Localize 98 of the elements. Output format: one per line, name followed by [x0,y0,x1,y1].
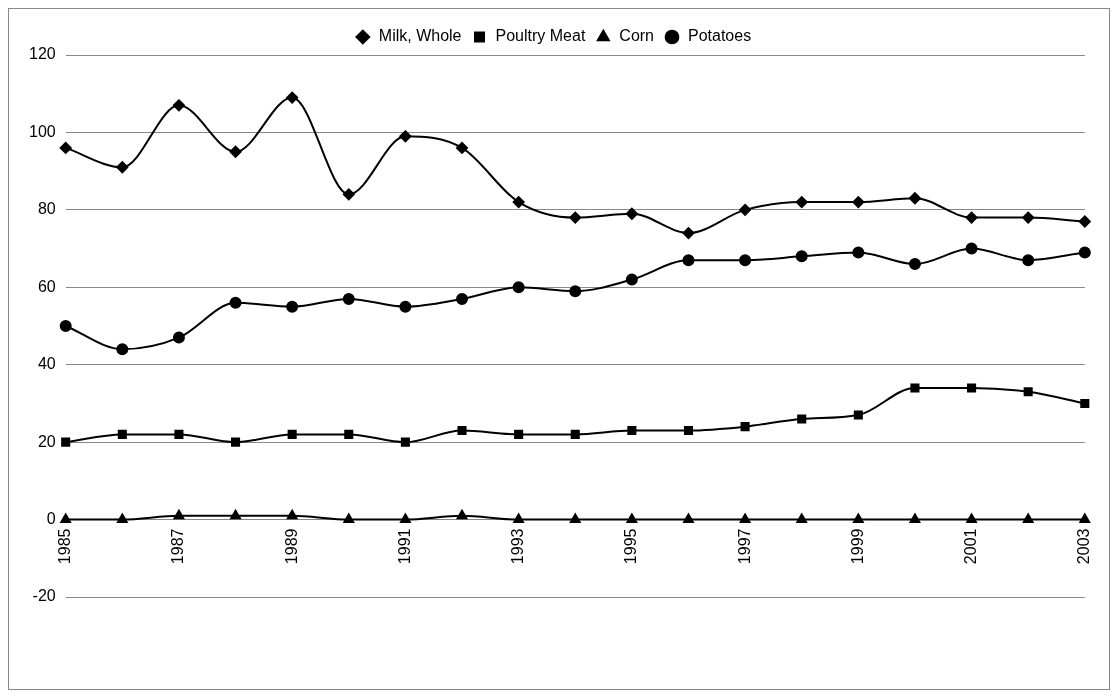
y-tick-label: 0 [46,509,56,527]
x-tick-label: 1987 [169,528,187,565]
point [739,254,752,267]
point [173,509,185,520]
point [172,331,185,344]
point [286,91,299,104]
y-tick-label: 100 [28,122,56,140]
point [908,192,921,205]
point [966,513,977,524]
point [117,429,127,439]
point [569,211,582,224]
y-tick-label: 60 [37,277,56,295]
y-tick-label: 120 [28,45,56,63]
point [399,130,412,143]
point [456,509,468,520]
point [1023,387,1033,397]
point [625,273,638,286]
point [569,513,581,524]
point [456,141,469,154]
point [967,383,977,393]
point [682,227,695,240]
legend-label: Corn [619,27,655,45]
legend-label: Poultry Meat [495,27,586,45]
point [627,425,637,436]
point [400,513,411,524]
x-tick-label: 1993 [509,528,527,565]
point [229,145,242,158]
y-tick-label: 80 [37,200,56,218]
x-tick-label: 1999 [848,528,866,565]
point [116,161,129,174]
point [682,254,695,267]
point [342,188,355,201]
point [1080,398,1090,408]
point [1022,254,1035,267]
point [965,242,978,255]
point [344,429,354,439]
point [512,196,525,209]
point [59,320,72,332]
point [1022,513,1034,524]
point [852,196,865,209]
point [1022,211,1035,224]
point [230,509,241,520]
y-tick-label: 40 [37,355,56,373]
point [569,285,582,298]
x-tick-label: 1985 [56,528,74,565]
point [683,513,694,524]
point [1078,215,1091,228]
point [343,513,355,524]
x-tick-label: 2001 [961,528,979,565]
point [116,513,128,524]
legend-label: Milk, Whole [378,27,462,45]
point [739,513,751,524]
point [853,410,863,420]
point [231,437,241,447]
point [797,414,807,424]
point [342,292,355,305]
x-tick-label: 1989 [282,528,300,565]
y-tick-label: 20 [37,432,56,450]
point [456,292,469,305]
point [740,422,750,432]
legend-label: Potatoes [688,27,752,45]
point [286,300,299,313]
point [910,383,920,393]
point [683,425,694,436]
point [59,141,72,154]
point [795,196,808,209]
point [286,509,298,520]
point [852,246,865,259]
point [287,429,297,439]
point [853,513,864,524]
point [513,513,524,524]
x-tick-label: 1991 [395,528,413,565]
point [229,296,242,309]
point [909,513,921,524]
point [60,513,72,524]
x-tick-label: 2003 [1075,528,1093,565]
point [570,429,580,439]
point [796,513,808,524]
y-tick-label: -20 [32,587,56,605]
point [1079,513,1091,524]
point [61,437,71,447]
point [174,429,184,439]
point [626,513,638,524]
point [512,281,525,294]
x-tick-label: 1995 [622,528,640,565]
point [116,343,129,356]
point [457,425,467,436]
point [172,99,185,112]
point [625,207,638,220]
point [965,211,978,224]
point [1078,246,1091,259]
point [739,203,752,216]
point [795,250,808,263]
point [399,300,412,313]
point [908,258,921,271]
point [400,437,410,447]
x-tick-label: 1997 [735,528,753,565]
point [514,429,524,439]
